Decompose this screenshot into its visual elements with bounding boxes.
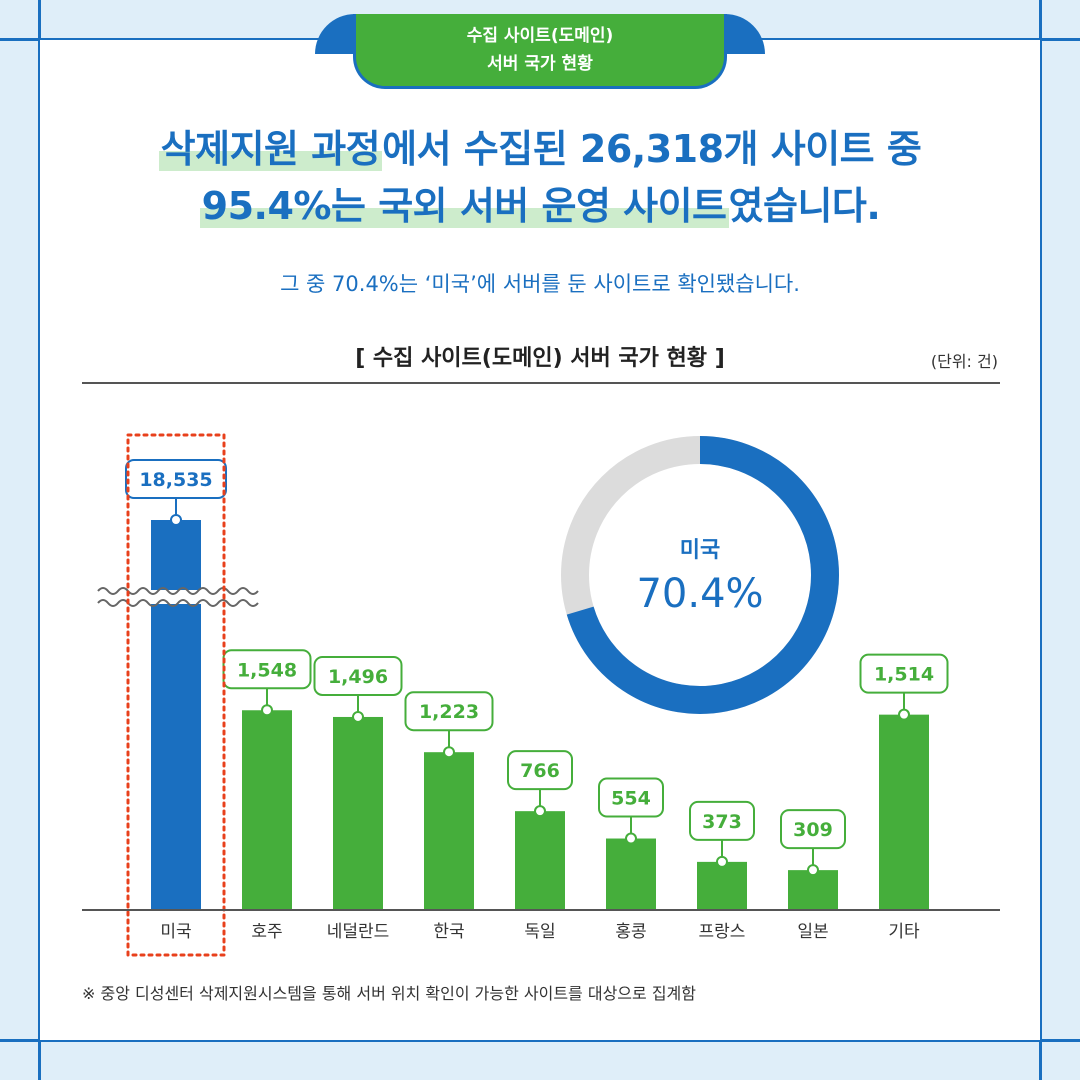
- label-anchor-dot-한국: [443, 746, 455, 759]
- category-label-프랑스: 프랑스: [699, 922, 746, 942]
- bar-한국: [424, 752, 474, 910]
- category-label-네덜란드: 네덜란드: [327, 922, 390, 942]
- value-label-한국: 1,223: [419, 701, 479, 723]
- label-anchor-dot-네덜란드: [352, 710, 364, 723]
- bar-일본: [788, 870, 838, 910]
- bar-미국: [151, 520, 201, 910]
- value-label-box-일본: [780, 809, 846, 850]
- value-label-독일: 766: [520, 760, 560, 782]
- value-label-box-네덜란드: [313, 655, 403, 696]
- value-label-호주: 1,548: [237, 659, 297, 681]
- header-tab-line1: 수집 사이트(도메인): [466, 26, 614, 46]
- headline-line2-rest: 였습니다.: [728, 184, 881, 228]
- label-anchor-dot-일본: [807, 864, 819, 877]
- axis-break-wave-top: [97, 587, 259, 595]
- value-label-box-기타: [859, 653, 949, 694]
- bar-홍콩: [606, 838, 656, 910]
- label-anchor-dot-홍콩: [625, 832, 637, 845]
- value-label-네덜란드: 1,496: [328, 666, 388, 688]
- label-anchor-dot-기타: [898, 708, 910, 721]
- category-label-독일: 독일: [524, 922, 555, 942]
- value-label-box-한국: [404, 691, 494, 732]
- footnote: ※ 중앙 디성센터 삭제지원시스템을 통해 서버 위치 확인이 가능한 사이트를…: [82, 984, 696, 1003]
- value-label-box-프랑스: [689, 800, 755, 841]
- category-label-한국: 한국: [433, 922, 464, 942]
- highlight-dotted-box: [126, 433, 226, 957]
- label-anchor-dot-호주: [261, 704, 273, 717]
- axis-break-wave-bottom: [97, 599, 259, 607]
- bar-프랑스: [697, 861, 747, 910]
- value-label-box-홍콩: [598, 777, 664, 818]
- bar-기타: [879, 714, 929, 910]
- label-anchor-dot-독일: [534, 805, 546, 818]
- axis-break: [97, 587, 259, 607]
- value-label-box-미국: [125, 459, 227, 499]
- value-label-프랑스: 373: [702, 811, 742, 833]
- value-label-홍콩: 554: [611, 788, 651, 810]
- value-label-box-독일: [507, 750, 573, 791]
- category-label-기타: 기타: [888, 922, 920, 942]
- headline-line1-highlight: 삭제지원 과정: [158, 127, 383, 171]
- frame-line-left: [38, 0, 41, 1080]
- unit-label: (단위: 건): [930, 352, 998, 371]
- chart-title: [ 수집 사이트(도메인) 서버 국가 현황 ]: [355, 346, 725, 371]
- donut-value-label: 70.4%: [636, 571, 763, 617]
- header-tab: 수집 사이트(도메인) 서버 국가 현황: [353, 14, 727, 89]
- category-label-일본: 일본: [797, 922, 828, 942]
- category-label-호주: 호주: [251, 922, 282, 942]
- value-label-일본: 309: [793, 819, 833, 841]
- headline-line1: 삭제지원 과정에서 수집된 26,318개 사이트 중: [40, 118, 1040, 173]
- donut-value-arc: [566, 436, 839, 714]
- category-label-미국: 미국: [160, 922, 191, 942]
- donut-label: 미국: [680, 538, 720, 563]
- label-anchor-dot-미국: [170, 514, 182, 526]
- value-label-기타: 1,514: [874, 664, 934, 686]
- header-tab-line2: 서버 국가 현황: [487, 54, 593, 74]
- headline-line2: 95.4%는 국외 서버 운영 사이트였습니다.: [40, 175, 1040, 230]
- headline-line1-rest: 에서 수집된 26,318개 사이트 중: [382, 127, 922, 171]
- category-label-홍콩: 홍콩: [615, 922, 646, 942]
- headline-line2-highlight: 95.4%는 국외 서버 운영 사이트: [199, 184, 729, 228]
- label-anchor-dot-프랑스: [716, 855, 728, 868]
- subtitle: 그 중 70.4%는 ‘미국’에 서버를 둔 사이트로 확인됐습니다.: [280, 272, 800, 296]
- bar-호주: [242, 710, 292, 910]
- bar-네덜란드: [333, 716, 383, 910]
- bar-독일: [515, 811, 565, 910]
- value-label-미국: 18,535: [139, 469, 212, 491]
- frame-line-bottom: [0, 1039, 1080, 1042]
- frame-line-right: [1039, 0, 1042, 1080]
